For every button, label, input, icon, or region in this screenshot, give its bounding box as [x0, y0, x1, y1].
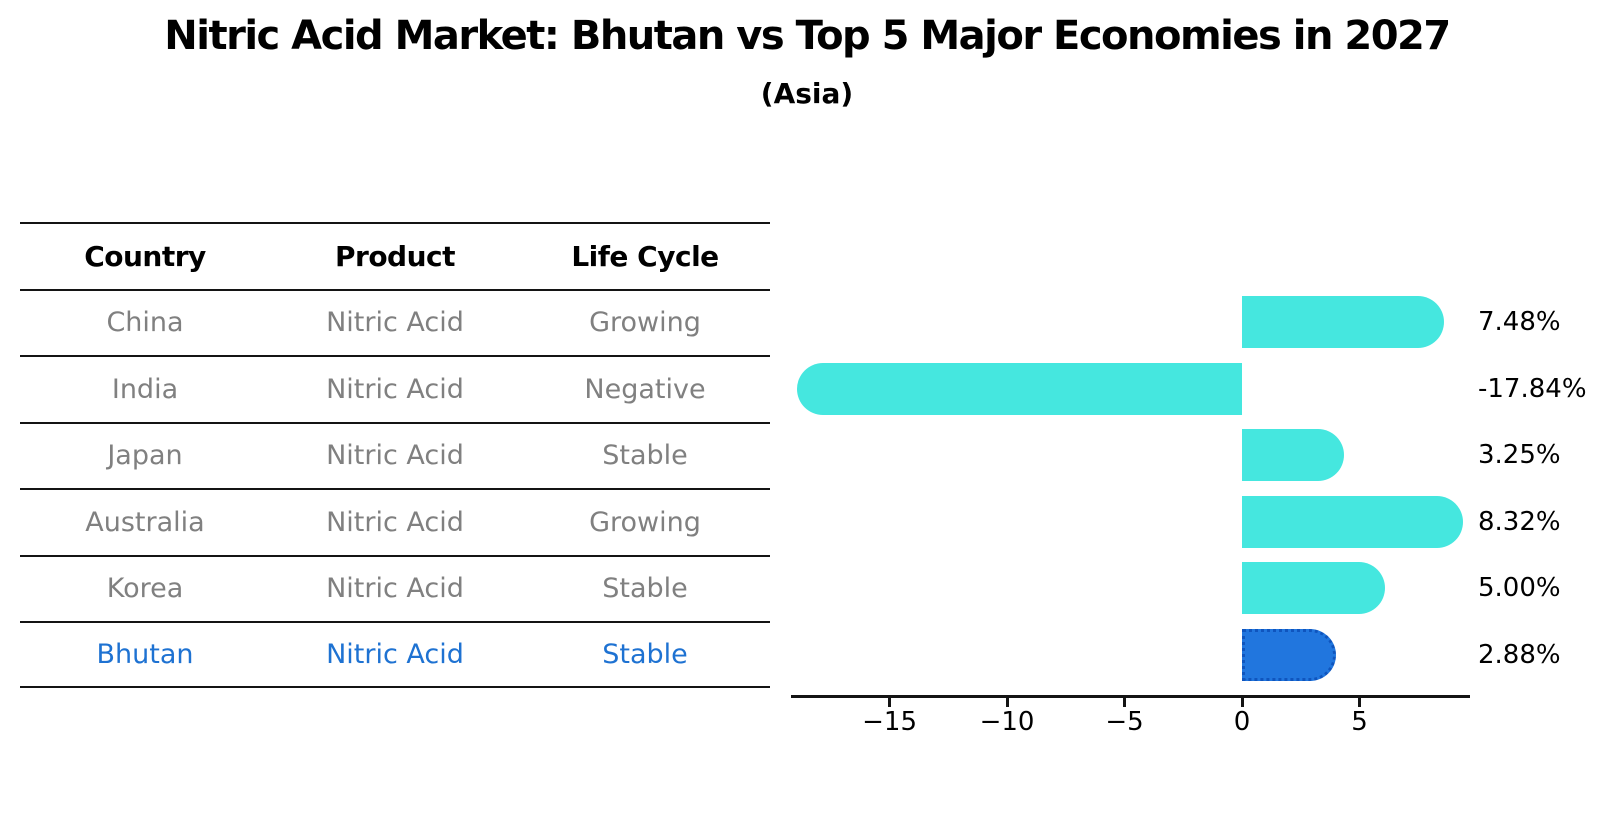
x-axis-tick--5 [1123, 698, 1127, 707]
cell-country: Australia [85, 506, 205, 538]
table-row-korea: Korea Nitric Acid Stable [20, 554, 770, 622]
column-header-country: Country [84, 239, 206, 273]
x-axis-tick-label--5: −5 [1105, 707, 1144, 737]
bar-china [1242, 296, 1444, 348]
value-label-japan: 3.25% [1478, 440, 1561, 470]
x-axis-line [791, 695, 1470, 698]
x-axis-tick-label-0: 0 [1233, 707, 1251, 737]
table-row-bhutan: Bhutan Nitric Acid Stable [20, 621, 770, 688]
cell-life-cycle: Growing [589, 506, 701, 538]
cell-life-cycle: Stable [602, 573, 688, 605]
cell-life-cycle: Negative [584, 373, 706, 405]
value-label-australia: 8.32% [1478, 506, 1561, 537]
cell-product: Nitric Acid [326, 573, 464, 605]
cell-life-cycle: Stable [602, 638, 688, 670]
x-axis-tick-label--15: −15 [862, 707, 917, 737]
cell-country: India [111, 373, 179, 405]
bar-india [796, 362, 1242, 415]
x-axis-tick-label--10: −10 [979, 707, 1035, 737]
x-axis-tick-5 [1357, 698, 1361, 707]
country-table: Country Product Life Cycle China Nitric … [20, 222, 770, 688]
x-axis-tick-label-5: 5 [1351, 707, 1368, 737]
column-header-life-cycle: Life Cycle [571, 239, 719, 273]
bar-japan [1242, 429, 1345, 481]
cell-country: Bhutan [96, 638, 194, 670]
column-header-product: Product [334, 239, 456, 273]
cell-product: Nitric Acid [326, 506, 464, 538]
value-label-bhutan: 2.88% [1478, 639, 1561, 670]
cell-product: Nitric Acid [326, 638, 464, 670]
bar-australia [1242, 495, 1464, 548]
value-label-korea: 5.00% [1478, 573, 1561, 603]
chart-title: Nitric Acid Market: Bhutan vs Top 5 Majo… [164, 13, 1451, 59]
table-row-china: China Nitric Acid Growing [20, 288, 770, 356]
cell-country: China [106, 307, 184, 339]
value-label-china: 7.48% [1478, 307, 1561, 337]
bar-bhutan [1242, 628, 1336, 681]
cell-product: Nitric Acid [326, 373, 464, 405]
cell-life-cycle: Stable [602, 440, 688, 472]
cell-product: Nitric Acid [326, 440, 464, 472]
cell-life-cycle: Growing [589, 307, 701, 339]
bar-korea [1242, 562, 1386, 614]
table-row-japan: Japan Nitric Acid Stable [20, 421, 770, 489]
x-axis-tick--10 [1005, 698, 1009, 707]
value-label-india: -17.84% [1478, 373, 1587, 404]
table-header-row: Country Product Life Cycle [20, 222, 770, 289]
table-row-australia: Australia Nitric Acid Growing [20, 488, 770, 555]
cell-product: Nitric Acid [326, 307, 464, 339]
x-axis-tick--15 [888, 698, 892, 707]
chart-subtitle: (Asia) [760, 77, 854, 110]
table-row-india: India Nitric Acid Negative [20, 355, 770, 422]
cell-country: Korea [106, 573, 184, 605]
cell-country: Japan [107, 440, 183, 472]
x-axis-tick-0 [1240, 698, 1244, 707]
